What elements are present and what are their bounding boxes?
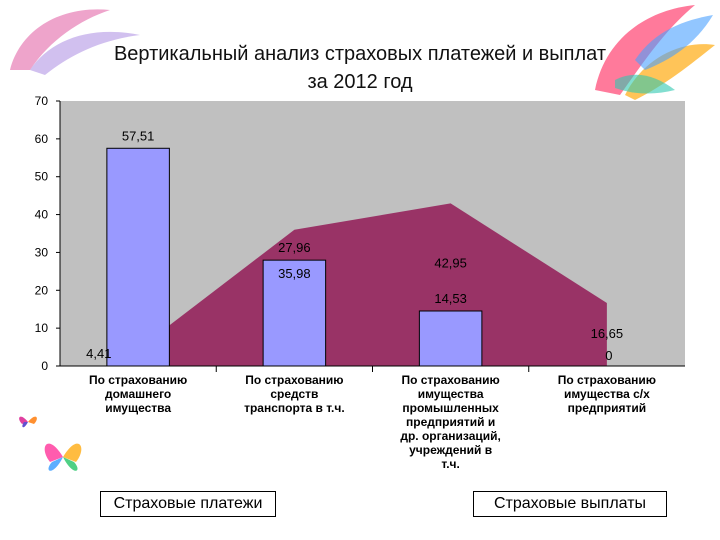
data-label-payments-3: 14,53	[434, 291, 467, 306]
x-category-label-line: имущества	[105, 401, 171, 415]
butterfly-decoration-top-right-icon	[595, 5, 715, 100]
x-category-label-line: По страхованию	[401, 373, 499, 387]
x-category-label-line: По страхованию	[245, 373, 343, 387]
x-category-label-line: промышленных	[402, 401, 499, 415]
y-tick-label: 0	[41, 359, 48, 373]
x-category-label-line: имущества с/х	[564, 387, 650, 401]
y-tick-label: 10	[35, 321, 49, 335]
data-label-payments-4: 0	[605, 348, 612, 363]
y-tick-label: 70	[35, 94, 49, 108]
data-label-payments-2: 27,96	[278, 240, 311, 255]
chart-title: Вертикальный анализ страховых платежей и…	[40, 40, 680, 96]
butterfly-decoration-top-left-icon	[10, 9, 140, 75]
bar-payments-2	[262, 259, 327, 367]
x-category-label-line: транспорта в т.ч.	[244, 401, 345, 415]
data-label-claims-2: 35,98	[278, 266, 311, 281]
x-category-label-4: По страхованию имущества с/х предприятий	[558, 373, 656, 415]
butterfly-decoration-small-left-icon	[19, 416, 37, 428]
bar-payments-1	[106, 147, 170, 367]
x-category-label-line: По страхованию	[89, 373, 187, 387]
data-label-claims-4: 16,65	[591, 326, 624, 341]
y-tick-label: 40	[35, 208, 49, 222]
x-category-label-1: По страхованию домашнего имущества	[89, 373, 187, 415]
data-label-payments-1: 57,51	[122, 128, 155, 143]
y-tick-label: 50	[35, 170, 49, 184]
x-category-label-line: имущества	[418, 387, 484, 401]
x-category-label-line: предприятий	[568, 401, 646, 415]
x-category-label-line: средств	[270, 387, 318, 401]
legend-payments: Страховые платежи	[100, 491, 276, 517]
x-category-label-line: т.ч.	[441, 457, 459, 471]
butterfly-decoration-bottom-left-icon	[44, 443, 82, 471]
x-category-label-line: предприятий и	[406, 415, 495, 429]
y-tick-label: 20	[35, 283, 49, 297]
x-category-label-line: др. организаций,	[400, 429, 501, 443]
area-series-claims	[138, 203, 607, 366]
x-category-label-3: По страхованию имущества промышленных предп…	[400, 373, 501, 471]
bar-payments-3	[418, 310, 483, 367]
x-category-label-line: По страхованию	[558, 373, 656, 387]
x-category-label-line: учреждений в	[409, 443, 492, 457]
x-category-label-line: домашнего	[105, 387, 171, 401]
x-category-label-2: По страхованию средств транспорта в т.ч.	[244, 373, 345, 415]
y-tick-label: 30	[35, 245, 49, 259]
chart-title-line2: за 2012 год	[307, 71, 413, 93]
chart-title-line1: Вертикальный анализ страховых платежей и…	[113, 43, 607, 65]
legend-claims: Страховые выплаты	[473, 491, 667, 517]
data-label-claims-1: 4,41	[86, 346, 111, 361]
y-tick-label: 60	[35, 132, 49, 146]
data-label-claims-3: 42,95	[434, 255, 467, 270]
